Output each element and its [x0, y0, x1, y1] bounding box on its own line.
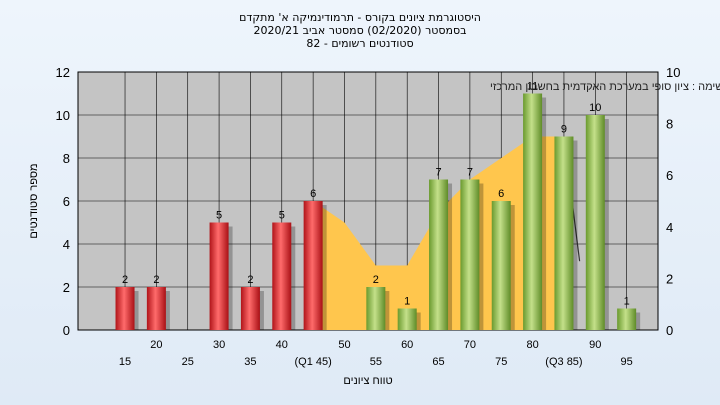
bar [366, 287, 386, 330]
x-tick-label: 30 [213, 339, 225, 351]
y2-tick-label: 10 [666, 65, 680, 80]
bar-value-label: 1 [404, 296, 410, 308]
bar-value-label: 6 [310, 188, 316, 200]
x-tick-label: 75 [495, 356, 507, 368]
bar [272, 222, 292, 330]
bar [429, 179, 449, 330]
x-tick-label: 65 [432, 356, 444, 368]
y-tick-label: 8 [63, 151, 70, 166]
bar-value-label: 2 [247, 274, 253, 286]
y2-tick-label: 4 [666, 220, 673, 235]
bar-value-label: 7 [467, 167, 473, 179]
y2-tick-label: 8 [666, 117, 673, 132]
bar-value-label: 7 [435, 167, 441, 179]
bar-value-label: 2 [122, 274, 128, 286]
x-tick-label: 55 [370, 356, 382, 368]
bar-value-label: 1 [624, 296, 630, 308]
y2-tick-label: 6 [666, 168, 673, 183]
chart-annotation: במשימה : ציון סופי במערכת האקדמית בחשבון… [490, 81, 720, 93]
bar-value-label: 2 [373, 274, 379, 286]
bar [523, 93, 543, 330]
bar [460, 179, 480, 330]
bar-value-label: 5 [279, 210, 285, 222]
bar-value-label: 11 [527, 81, 538, 93]
x-tick-label: 50 [338, 339, 350, 351]
y-tick-label: 4 [63, 237, 70, 252]
x-tick-label: (Q1 45) [294, 356, 331, 368]
y-tick-label: 6 [63, 194, 70, 209]
y-tick-label: 10 [56, 108, 70, 123]
bar [303, 201, 323, 330]
chart-title-line-1: היסטוגרמת ציונים בקורס - תרמודינמיקה א' … [239, 11, 481, 24]
y2-tick-label: 0 [666, 323, 673, 338]
y2-tick-label: 2 [666, 271, 673, 286]
bar-value-label: 2 [153, 274, 159, 286]
bar [397, 308, 417, 330]
x-axis-label: טווח ציונים [343, 375, 392, 387]
x-tick-label: (Q3 85) [545, 356, 582, 368]
x-tick-label: 60 [401, 339, 413, 351]
x-tick-label: 90 [589, 339, 601, 351]
bar [585, 115, 605, 330]
bar [240, 287, 260, 330]
x-tick-label: 70 [464, 339, 476, 351]
chart-title-line-2: בסמסטר (02/2020) סמסטר אביב 2020/21 [253, 24, 467, 37]
x-tick-label: 35 [244, 356, 256, 368]
x-tick-label: 20 [150, 339, 162, 351]
y-tick-label: 12 [56, 65, 70, 80]
bar [491, 201, 511, 330]
y-tick-label: 2 [63, 280, 70, 295]
bar-value-label: 9 [561, 124, 567, 136]
bar [115, 287, 135, 330]
bar [209, 222, 229, 330]
bar-value-label: 5 [216, 210, 222, 222]
y-axis-label: מספר סטודנטים [28, 163, 40, 238]
chart-title-line-3: סטודנטים רשומים - 82 [306, 37, 414, 50]
x-tick-label: 25 [182, 356, 194, 368]
bar [146, 287, 166, 330]
x-tick-label: 80 [526, 339, 538, 351]
x-tick-label: 40 [276, 339, 288, 351]
bar [617, 308, 637, 330]
bar-value-label: 6 [498, 188, 504, 200]
bar [554, 136, 574, 330]
bar-value-label: 10 [589, 102, 601, 114]
x-tick-label: 15 [119, 356, 131, 368]
x-tick-label: 95 [621, 356, 633, 368]
y-tick-label: 0 [63, 323, 70, 338]
